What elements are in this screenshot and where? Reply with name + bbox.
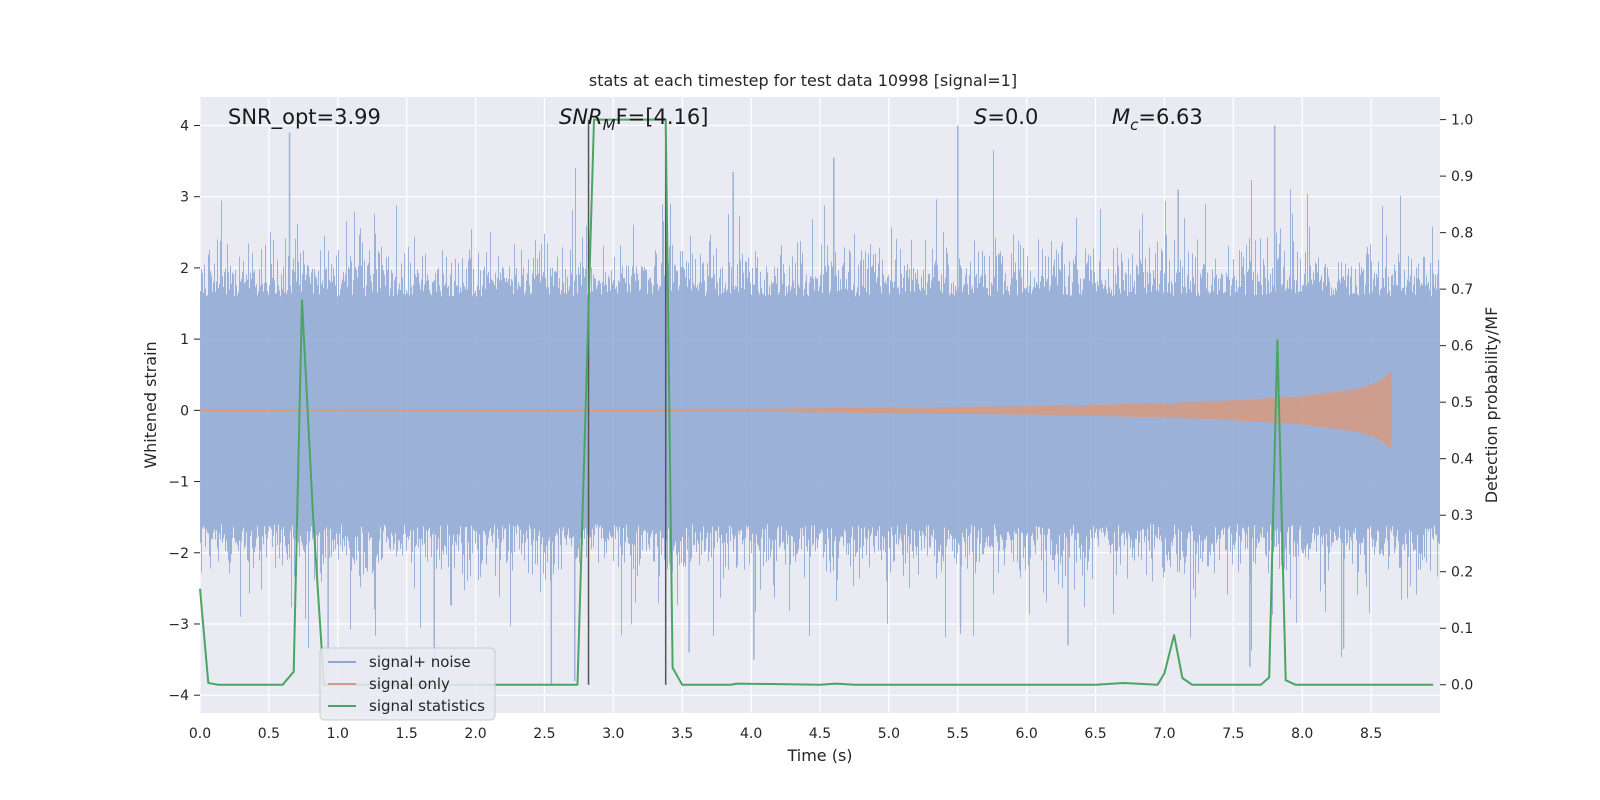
x-tick-label-0: 0.0 <box>189 726 211 742</box>
x-axis-ticks: 0.0 0.5 1.0 1.5 2.0 2.5 3.0 3.5 4.0 4.5 5.0 5.5 6.0 6… <box>189 726 1382 742</box>
annotation-snr-mf-sub: M <box>603 116 616 134</box>
legend-label-signal-statistics: signal statistics <box>369 697 485 715</box>
y-tick-label-2: 2 <box>180 261 189 277</box>
x-tick-label-1: 0.5 <box>258 726 280 742</box>
annotation-s-value: =0.0 <box>987 105 1038 129</box>
y-right-tick-label-7: 0.3 <box>1451 508 1473 524</box>
x-tick-label-15: 7.5 <box>1222 726 1244 742</box>
y-right-tick-label-5: 0.5 <box>1451 395 1473 411</box>
y-axis-right-label: Detection probability/MF <box>1482 307 1501 504</box>
y-axis-label: Whitened strain <box>141 341 160 468</box>
legend-box <box>319 647 496 721</box>
y-right-tick-label-8: 0.2 <box>1451 565 1473 581</box>
y-axis-ticks: 4 3 2 1 0 −1 −2 −3 −4 <box>168 118 200 704</box>
annotation-s-label: S <box>974 105 987 129</box>
annotation-snr-mf-base: SNR <box>559 105 603 129</box>
series-signal-only <box>200 371 1392 450</box>
y-tick-label-8: −4 <box>168 688 189 704</box>
x-tick-label-5: 2.5 <box>533 726 555 742</box>
y-tick-label-6: −2 <box>168 546 189 562</box>
x-tick-label-4: 2.0 <box>464 726 486 742</box>
annotation-mc-base: M <box>1112 105 1130 129</box>
x-tick-label-9: 4.5 <box>809 726 831 742</box>
y-right-tick-label-10: 0.0 <box>1451 678 1473 694</box>
x-tick-label-8: 4.0 <box>740 726 762 742</box>
y-right-tick-label-9: 0.1 <box>1451 621 1473 637</box>
chart-title: stats at each timestep for test data 109… <box>589 71 1017 90</box>
annotation-snr-opt: SNR_opt=3.99 <box>228 105 381 130</box>
y-tick-label-5: −1 <box>168 475 189 491</box>
annotation-s: S=0.0 <box>974 105 1038 129</box>
y-axis-right-ticks: 1.0 0.9 0.8 0.7 0.6 0.5 0.4 0.3 0.2 0.1 0.0 <box>1440 113 1473 694</box>
vertical-markers <box>587 119 667 685</box>
y-tick-label-3: 1 <box>180 332 189 348</box>
x-tick-label-7: 3.5 <box>671 726 693 742</box>
x-tick-label-3: 1.5 <box>396 726 418 742</box>
annotation-mc-value: =6.63 <box>1138 105 1202 129</box>
y-tick-label-1: 3 <box>180 190 189 206</box>
y-right-tick-label-6: 0.4 <box>1451 452 1473 468</box>
y-tick-label-7: −3 <box>168 617 189 633</box>
annotation-mc-sub: c <box>1130 116 1139 134</box>
x-axis-label: Time (s) <box>786 746 852 765</box>
y-tick-label-4: 0 <box>180 403 189 419</box>
legend-label-signal-only: signal only <box>369 675 450 693</box>
x-tick-label-16: 8.0 <box>1291 726 1313 742</box>
x-tick-label-11: 5.5 <box>947 726 969 742</box>
y-right-tick-label-4: 0.6 <box>1451 339 1473 355</box>
x-tick-label-14: 7.0 <box>1153 726 1175 742</box>
x-tick-label-17: 8.5 <box>1360 726 1382 742</box>
x-tick-label-2: 1.0 <box>327 726 349 742</box>
x-tick-label-12: 6.0 <box>1016 726 1038 742</box>
x-tick-label-13: 6.5 <box>1084 726 1106 742</box>
legend-label-signal-plus-noise: signal+ noise <box>369 653 471 671</box>
y-right-tick-label-3: 0.7 <box>1451 282 1473 298</box>
y-tick-label-0: 4 <box>180 118 189 134</box>
stats-line <box>199 118 1434 686</box>
y-right-tick-label-0: 1.0 <box>1451 113 1473 129</box>
x-tick-label-6: 3.0 <box>602 726 624 742</box>
y-right-tick-label-2: 0.8 <box>1451 226 1473 242</box>
y-right-tick-label-1: 0.9 <box>1451 169 1473 185</box>
annotation-snr-mf: SNRMF=[4.16] <box>559 105 708 134</box>
annotation-mc: Mc=6.63 <box>1112 105 1203 134</box>
series-signal-statistics <box>199 118 1434 686</box>
x-tick-label-10: 5.0 <box>878 726 900 742</box>
legend: signal+ noise signal only signal statist… <box>319 647 496 721</box>
annotation-snr-mf-value: F=[4.16] <box>616 105 709 129</box>
